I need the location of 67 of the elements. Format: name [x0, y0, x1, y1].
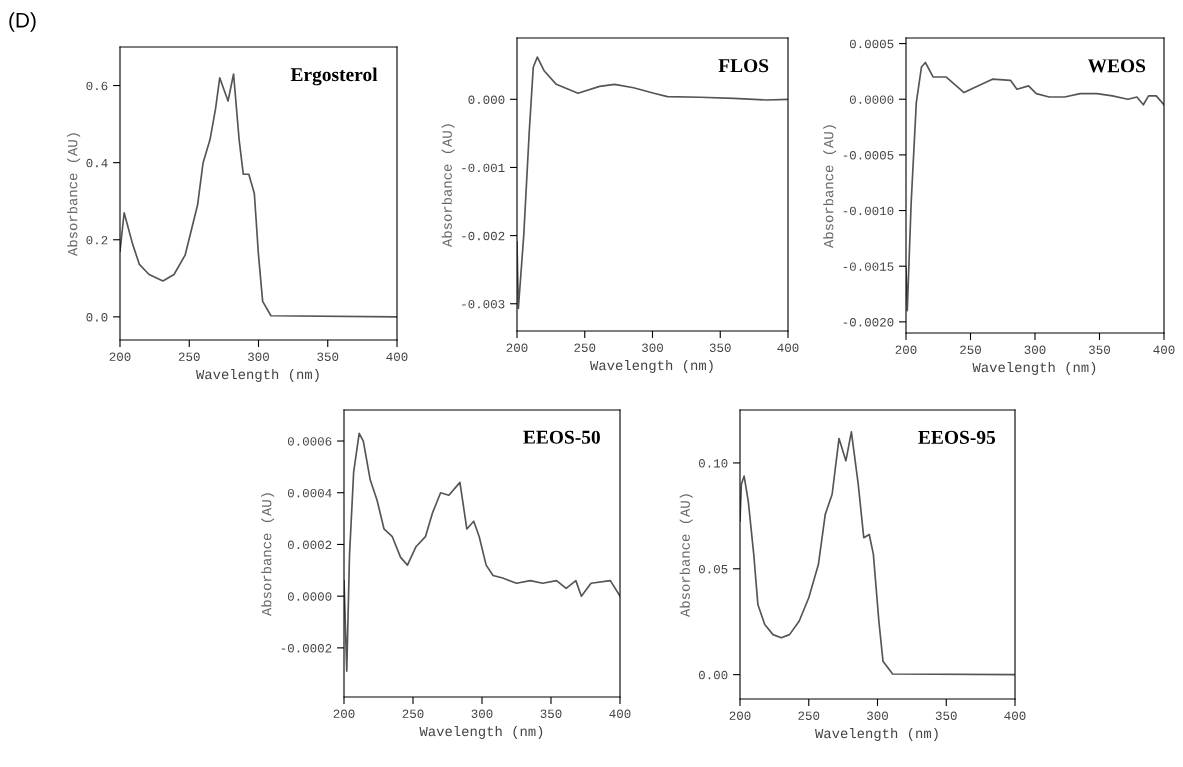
x-tick-label: 350 — [935, 711, 957, 720]
y-tick-label: -0.0020 — [843, 318, 894, 327]
y-tick-label: 0.6 — [86, 81, 108, 91]
text: Ergosterol — [290, 67, 378, 86]
x-tick-label: 300 — [1024, 345, 1046, 354]
x-tick-label: 300 — [248, 352, 269, 361]
y-tick-label: -0.003 — [462, 299, 505, 309]
x-tick-label: 200 — [506, 343, 528, 352]
y-tick-label: 0.00 — [698, 670, 728, 680]
x-tick-label: 200 — [109, 352, 131, 361]
x-tick-label: 400 — [386, 352, 408, 361]
x-axis-title: Wavelength (nm) — [195, 369, 319, 382]
x-tick-label: 350 — [709, 343, 731, 352]
y-tick-label: -0.002 — [462, 231, 505, 241]
text: EEOS-50 — [523, 430, 600, 444]
x-tick-label: 400 — [777, 343, 799, 352]
x-tick-label: 200 — [729, 711, 751, 720]
y-tick-label: 0.000 — [468, 95, 505, 104]
y-axis-title: Absorbance (AU) — [441, 124, 455, 248]
y-tick-label: 0.0005 — [849, 39, 894, 49]
line-series — [740, 430, 1015, 676]
x-tick-label: 350 — [540, 709, 562, 718]
y-tick-label: 0.0000 — [287, 592, 332, 601]
y-tick-label: 0.4 — [86, 158, 108, 168]
x-tick-label: 300 — [642, 343, 663, 352]
text: FLOS — [718, 59, 769, 73]
x-tick-label: 250 — [178, 352, 200, 361]
x-tick-label: 350 — [317, 352, 339, 361]
x-tick-label: 250 — [960, 345, 981, 354]
x-tick-label: 400 — [1004, 711, 1026, 720]
x-tick-label: 350 — [1089, 345, 1110, 354]
y-tick-label: -0.001 — [462, 163, 505, 173]
text: (D) — [9, 12, 36, 32]
x-axis-title: Wavelength (nm) — [972, 362, 1096, 375]
line-series — [517, 56, 788, 310]
y-axis-title: Absorbance (AU) — [679, 494, 693, 618]
y-tick-label: 0.2 — [86, 235, 108, 245]
y-tick-label: -0.0010 — [843, 206, 894, 216]
y-tick-label: -0.0015 — [843, 262, 894, 271]
y-axis-title: Absorbance (AU) — [67, 133, 81, 257]
x-tick-label: 400 — [609, 709, 631, 718]
text: EEOS-95 — [918, 430, 996, 444]
x-tick-label: 250 — [574, 343, 596, 352]
y-tick-label: 0.0004 — [287, 488, 332, 498]
x-tick-label: 300 — [471, 709, 493, 718]
x-tick-label: 300 — [867, 711, 888, 720]
x-tick-label: 250 — [402, 709, 424, 718]
line-series — [906, 61, 1164, 312]
y-tick-label: 0.10 — [698, 459, 728, 468]
y-tick-label: 0.05 — [698, 564, 728, 574]
y-tick-label: 0.0006 — [287, 437, 332, 446]
y-tick-label: 0.0002 — [287, 540, 332, 550]
text: WEOS — [1087, 59, 1146, 73]
y-axis-title: Absorbance (AU) — [823, 125, 837, 249]
y-tick-label: -0.0005 — [843, 151, 894, 160]
x-axis-title: Wavelength (nm) — [419, 726, 543, 739]
x-axis-title: Wavelength (nm) — [814, 728, 938, 741]
x-tick-label: 250 — [798, 711, 820, 720]
y-tick-label: -0.0002 — [281, 644, 332, 653]
y-axis-title: Absorbance (AU) — [261, 493, 275, 617]
x-tick-label: 400 — [1153, 345, 1175, 354]
line-series — [344, 432, 620, 672]
x-tick-label: 200 — [895, 345, 917, 354]
x-tick-label: 200 — [333, 709, 355, 718]
x-axis-title: Wavelength (nm) — [589, 360, 713, 373]
y-tick-label: 0.0000 — [849, 95, 894, 104]
y-tick-label: 0.0 — [86, 313, 108, 322]
